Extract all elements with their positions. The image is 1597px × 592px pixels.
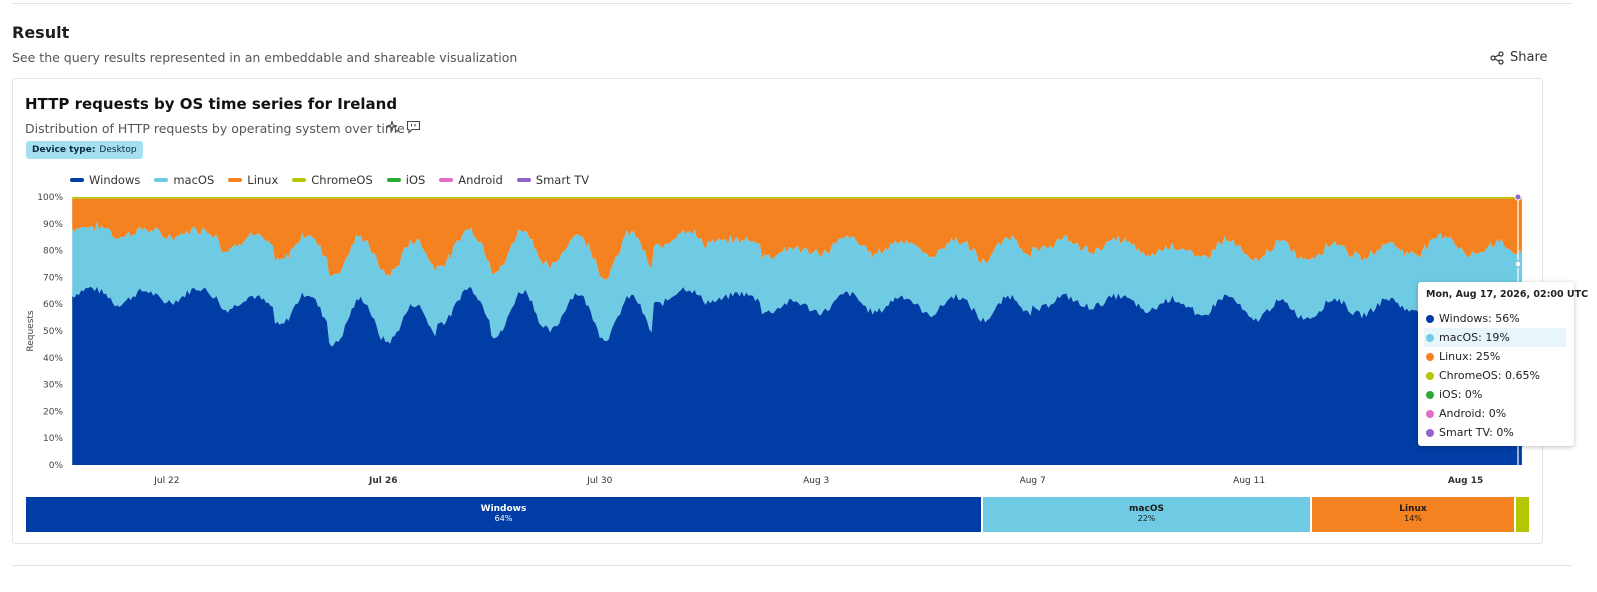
share-segment-windows[interactable]: Windows 64%	[26, 497, 983, 532]
series-area-windows	[72, 286, 1522, 465]
share-segment-name: macOS	[1129, 504, 1164, 514]
legend-item-ios[interactable]: iOS	[386, 173, 426, 187]
legend-swatch	[70, 178, 84, 182]
hover-point-top	[1514, 193, 1522, 201]
share-segment-name: Linux	[1399, 504, 1427, 514]
device-type-badge: Device type: Desktop	[26, 141, 143, 159]
chart-title: HTTP requests by OS time series for Irel…	[25, 95, 398, 113]
y-tick-label: 90%	[43, 220, 63, 230]
hover-point-macos	[1514, 260, 1522, 268]
badge-key: Device type:	[32, 145, 96, 155]
share-button[interactable]: Share	[1490, 50, 1548, 65]
chart-subtitle: Distribution of HTTP requests by operati…	[25, 121, 405, 136]
chart-legend: Windows macOS Linux ChromeOS iOS Android Smart…	[70, 172, 603, 188]
y-tick-label: 0%	[49, 461, 64, 471]
legend-swatch	[292, 178, 307, 182]
tooltip-value: macOS: 19%	[1439, 331, 1510, 344]
chart-tooltip: Mon, Aug 17, 2026, 02:00 UTC Windows: 56…	[1418, 282, 1589, 446]
series-area-linux	[72, 198, 1522, 280]
comment-icon[interactable]	[406, 119, 421, 138]
legend-swatch	[228, 178, 243, 182]
legend-item-linux[interactable]: Linux	[228, 173, 278, 187]
tooltip-dot	[1426, 333, 1434, 342]
legend-label: Windows	[89, 173, 141, 187]
share-segment-pct: 14%	[1404, 514, 1422, 523]
y-axis-label: Requests	[26, 310, 36, 352]
tooltip-value: Windows: 56%	[1439, 312, 1520, 325]
tooltip-row: ChromeOS: 0.65%	[1424, 366, 1566, 385]
x-tick-label: Aug 7	[1020, 476, 1046, 486]
y-tick-label: 80%	[43, 247, 63, 257]
tooltip-row: Windows: 56%	[1424, 309, 1566, 328]
tooltip-row: Smart TV: 0%	[1424, 423, 1566, 442]
legend-label: macOS	[173, 173, 215, 187]
y-tick-label: 60%	[43, 300, 63, 310]
series-area-chromeos	[72, 197, 1522, 199]
tooltip-value: Smart TV: 0%	[1439, 426, 1514, 439]
legend-swatch	[516, 178, 531, 182]
tooltip-value: Linux: 25%	[1439, 350, 1501, 363]
tooltip-dot	[1426, 390, 1434, 399]
y-tick-label: 100%	[37, 193, 63, 203]
x-tick-label: Jul 26	[368, 476, 398, 486]
legend-item-smart-tv[interactable]: Smart TV	[516, 173, 590, 187]
result-subtitle: See the query results represented in an …	[12, 50, 518, 65]
x-tick-label: Aug 11	[1233, 476, 1265, 486]
tooltip-dot	[1426, 428, 1434, 437]
share-segment-name: Windows	[480, 504, 527, 514]
tooltip-header: Mon, Aug 17, 2026, 02:00 UTC	[1426, 289, 1589, 300]
sparkle-icon[interactable]	[386, 119, 400, 138]
legend-swatch	[386, 178, 401, 182]
y-tick-label: 30%	[43, 381, 63, 391]
x-tick-label: Aug 15	[1448, 476, 1483, 486]
tooltip-dot	[1426, 314, 1434, 323]
share-icon	[1490, 50, 1504, 65]
share-segment-other[interactable]	[1516, 497, 1529, 532]
y-tick-label: 50%	[43, 327, 63, 337]
legend-label: iOS	[405, 173, 426, 187]
result-title: Result	[12, 23, 70, 42]
legend-label: Smart TV	[535, 173, 590, 187]
x-tick-label: Jul 30	[586, 476, 612, 486]
tooltip-dot	[1426, 352, 1434, 361]
tooltip-value: iOS: 0%	[1439, 388, 1483, 401]
legend-label: Linux	[247, 173, 279, 187]
legend-label: ChromeOS	[311, 173, 373, 187]
share-segment-pct: 22%	[1137, 514, 1156, 523]
legend-swatch	[154, 178, 169, 182]
badge-value: Desktop	[99, 145, 137, 155]
tooltip-value: ChromeOS: 0.65%	[1439, 369, 1540, 382]
legend-swatch	[439, 178, 454, 182]
tooltip-value: Android: 0%	[1439, 407, 1507, 420]
os-share-bar: Windows 64% macOS 22% Linux 14%	[26, 497, 1529, 532]
tooltip-row: Linux: 25%	[1424, 347, 1566, 366]
tooltip-row: iOS: 0%	[1424, 385, 1566, 404]
tooltip-dot	[1426, 371, 1434, 380]
top-divider	[12, 3, 1572, 4]
tooltip-dot	[1426, 409, 1434, 418]
legend-item-android[interactable]: Android	[439, 173, 503, 187]
legend-item-windows[interactable]: Windows	[70, 173, 140, 187]
y-tick-label: 10%	[43, 434, 63, 444]
y-tick-label: 40%	[43, 354, 63, 364]
tooltip-row: macOS: 19%	[1424, 328, 1566, 347]
share-segment-linux[interactable]: Linux 14%	[1312, 497, 1516, 532]
share-label: Share	[1510, 50, 1548, 65]
bottom-divider	[12, 565, 1572, 566]
x-tick-label: Jul 22	[153, 476, 179, 486]
share-segment-pct: 64%	[494, 514, 513, 523]
tooltip-row: Android: 0%	[1424, 404, 1566, 423]
share-segment-macos[interactable]: macOS 22%	[983, 497, 1312, 532]
series-area-macos	[72, 221, 1522, 347]
x-tick-label: Aug 3	[803, 476, 829, 486]
legend-label: Android	[458, 173, 503, 187]
y-tick-label: 20%	[43, 407, 63, 417]
y-tick-label: 70%	[43, 273, 63, 283]
legend-item-macos[interactable]: macOS	[154, 173, 214, 187]
legend-item-chromeos[interactable]: ChromeOS	[292, 173, 373, 187]
